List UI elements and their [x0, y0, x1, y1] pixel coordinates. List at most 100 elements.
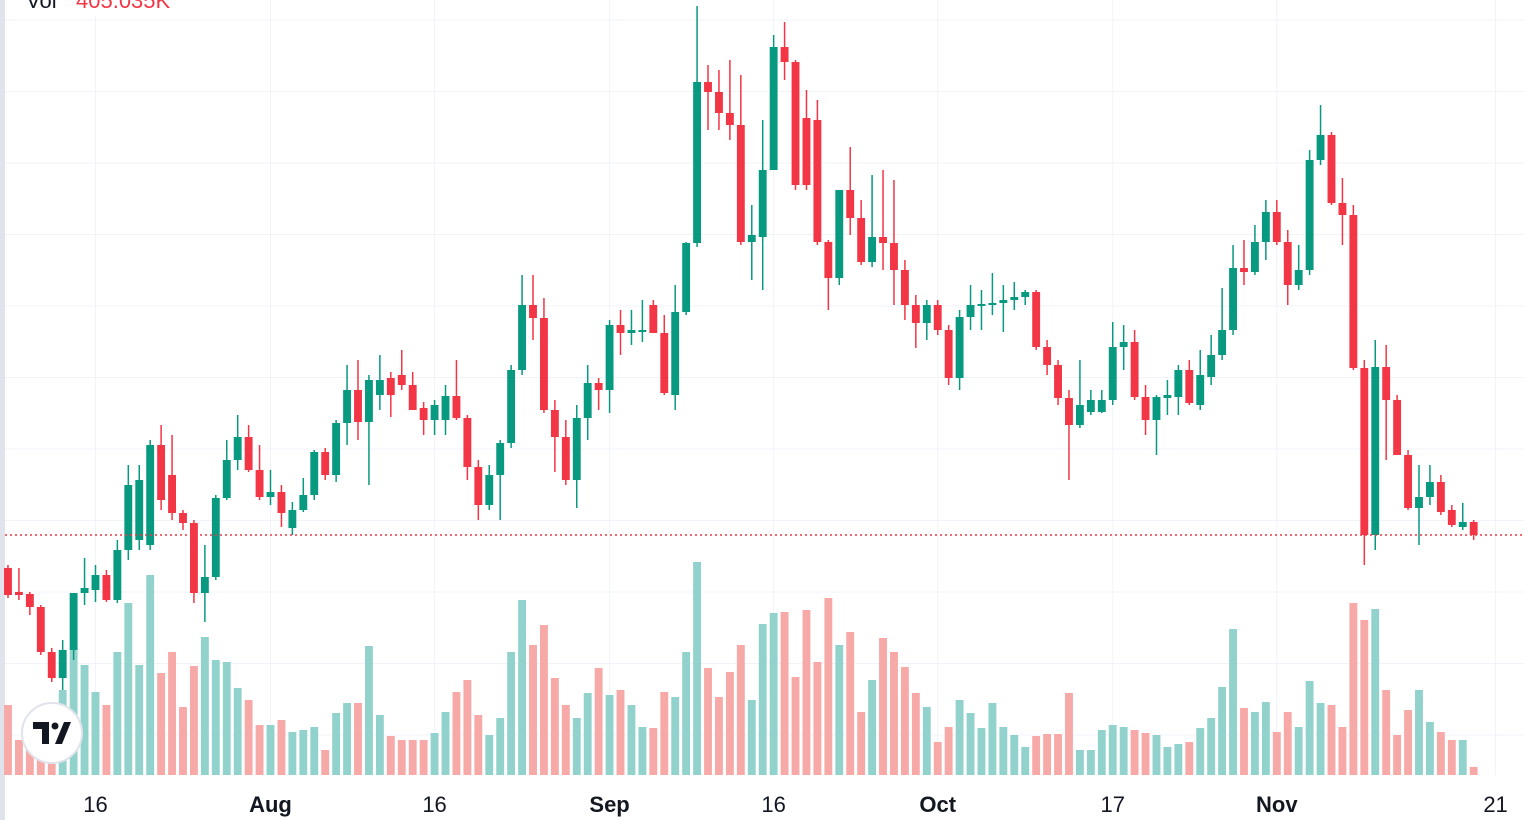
volume-bar: [857, 712, 866, 775]
candles: [4, 6, 1524, 690]
candle-body: [649, 305, 658, 333]
candle-body: [1130, 342, 1139, 397]
volume-bar: [1272, 732, 1281, 775]
candle-body: [365, 380, 373, 422]
volume-bar: [1469, 766, 1478, 775]
legend-name: Vol: [26, 0, 57, 13]
candle-body: [343, 390, 352, 423]
candle-body: [529, 305, 537, 318]
candle-body: [1054, 365, 1062, 398]
x-tick-label: Oct: [919, 792, 956, 817]
candle-body: [780, 47, 789, 62]
candle-body: [4, 568, 12, 595]
candle-body: [846, 190, 855, 218]
candle-body: [1141, 397, 1150, 420]
tradingview-logo[interactable]: [21, 702, 83, 764]
volume-bar: [550, 678, 559, 775]
volume-bar: [736, 645, 745, 775]
volume-bar: [955, 700, 964, 775]
volume-bar: [1371, 609, 1380, 775]
volume-bar: [255, 725, 264, 775]
candle-body: [354, 390, 362, 422]
volume-bar: [518, 600, 527, 775]
volume-bar: [14, 740, 23, 775]
candle-body: [1404, 455, 1412, 508]
volume-bar: [1393, 735, 1402, 775]
volume-bar: [780, 612, 789, 775]
candle-body: [1447, 510, 1456, 525]
candle-body: [1152, 397, 1161, 420]
volume-bar: [441, 712, 450, 775]
volume-bar: [747, 700, 756, 775]
volume-bar: [419, 740, 428, 775]
candle-body: [1360, 368, 1369, 535]
volume-bar: [868, 680, 877, 775]
candle-body: [47, 652, 56, 678]
volume-bar: [758, 624, 767, 775]
volume-bar: [561, 705, 570, 775]
candle-body: [868, 237, 877, 262]
candle-body: [944, 330, 953, 378]
volume-bar: [430, 733, 439, 775]
logo-mark: [33, 722, 71, 744]
volume-bar: [299, 730, 308, 775]
x-tick-label: 16: [83, 792, 107, 817]
volume-bar: [715, 697, 723, 775]
candle-body: [1043, 347, 1052, 365]
candle-body: [758, 170, 767, 237]
volume-bar: [1360, 620, 1369, 775]
x-tick-label: 17: [1100, 792, 1124, 817]
volume-bar: [1229, 629, 1237, 775]
volume-bar: [1032, 736, 1041, 775]
candle-body: [955, 317, 964, 378]
candle-body: [321, 452, 330, 475]
x-tick-label: 16: [422, 792, 446, 817]
candle-body: [1218, 330, 1227, 355]
candle-body: [1119, 342, 1128, 347]
volume-bar: [1382, 690, 1391, 775]
volume-bar: [769, 613, 778, 775]
volume-bar: [354, 703, 362, 775]
volume-bar: [911, 693, 920, 775]
candle-body: [933, 305, 942, 330]
volume-bar: [1305, 681, 1314, 775]
volume-bar: [1043, 734, 1052, 775]
volume-bar: [277, 720, 286, 775]
volume-bar: [211, 660, 220, 775]
candle-body: [605, 325, 614, 390]
volume-bar: [725, 672, 734, 775]
candle-body: [561, 437, 570, 480]
volume-bar: [1458, 740, 1467, 775]
candle-body: [1338, 203, 1347, 215]
logo-circle[interactable]: [21, 702, 83, 764]
candle-body: [299, 495, 308, 510]
volume-bar: [616, 690, 625, 775]
volume-bar: [1021, 747, 1030, 775]
candle-body: [999, 300, 1008, 303]
volume-bar: [1425, 722, 1434, 775]
volume-bar: [4, 705, 12, 775]
volume-bar: [1447, 740, 1456, 775]
volume-bar: [507, 652, 516, 775]
volume-bar: [1185, 742, 1194, 775]
volume-bar: [496, 718, 505, 775]
candle-body: [496, 443, 505, 475]
candle-body: [386, 378, 395, 395]
candle-body: [1108, 347, 1117, 400]
left-border: [0, 0, 5, 820]
candle-body: [977, 304, 986, 306]
candle-body: [638, 330, 647, 332]
candle-body: [168, 475, 176, 513]
candle-body: [594, 383, 603, 390]
volume-bar: [321, 750, 330, 775]
volume-bar: [1196, 728, 1205, 775]
volume-bar: [168, 652, 176, 775]
candle-body: [1207, 355, 1216, 377]
legend: Vol 405.035K: [8, 0, 213, 16]
volume-bar: [879, 638, 887, 775]
candle-body: [715, 92, 723, 113]
volume-bar: [682, 652, 691, 775]
candle-body: [572, 418, 581, 480]
volume-bar: [1010, 735, 1019, 775]
